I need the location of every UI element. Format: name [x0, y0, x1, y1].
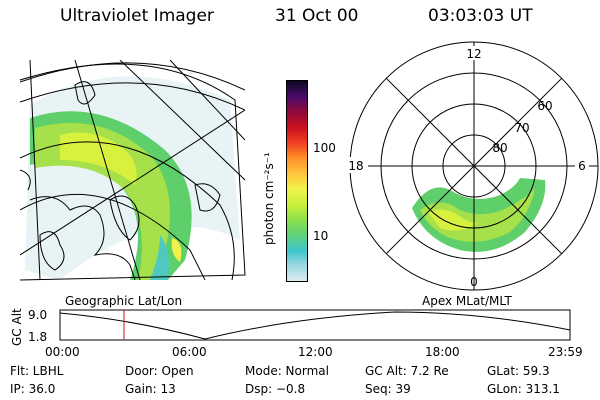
- mlt-label-12: 12: [466, 47, 481, 61]
- right-panel-caption: Apex MLat/MLT: [422, 294, 512, 308]
- seq-field: Seq: 39: [365, 382, 411, 396]
- gc-alt-field: GC Alt: 7.2 Re: [365, 364, 449, 378]
- mlt-label-0: 0: [470, 275, 478, 289]
- timeline-xtick-2: 12:00: [298, 345, 333, 359]
- time-label: 03:03:03 UT: [428, 6, 533, 26]
- left-panel-caption: Geographic Lat/Lon: [65, 294, 183, 308]
- mlt-label-18: 18: [348, 159, 363, 173]
- timeline-xtick-4: 23:59: [548, 345, 583, 359]
- timeline-ytick-bottom: 1.8: [28, 330, 48, 344]
- instrument-title: Ultraviolet Imager: [60, 6, 214, 26]
- colorbar-tick-10: 10: [313, 229, 329, 243]
- date-label: 31 Oct 00: [275, 6, 359, 26]
- colorbar-tick-100: 100: [313, 141, 336, 155]
- colorbar: [286, 80, 308, 282]
- mlt-label-6: 6: [578, 159, 586, 173]
- timeline-xtick-0: 00:00: [45, 345, 80, 359]
- lat-label-70: 70: [514, 121, 529, 135]
- lat-label-60: 60: [537, 99, 552, 113]
- timeline-ytick-top: 9.0: [28, 308, 48, 322]
- door-field: Door: Open: [125, 364, 194, 378]
- timeline-xtick-1: 06:00: [172, 345, 207, 359]
- gain-field: Gain: 13: [125, 382, 176, 396]
- ip-field: IP: 36.0: [10, 382, 56, 396]
- glat-field: GLat: 59.3: [487, 364, 550, 378]
- dsp-field: Dsp: −0.8: [245, 382, 306, 396]
- lat-label-80: 80: [492, 141, 507, 155]
- mode-field: Mode: Normal: [245, 364, 329, 378]
- flt-field: Flt: LBHL: [10, 364, 64, 378]
- glon-field: GLon: 313.1: [487, 382, 560, 396]
- timeline-xtick-3: 18:00: [425, 345, 460, 359]
